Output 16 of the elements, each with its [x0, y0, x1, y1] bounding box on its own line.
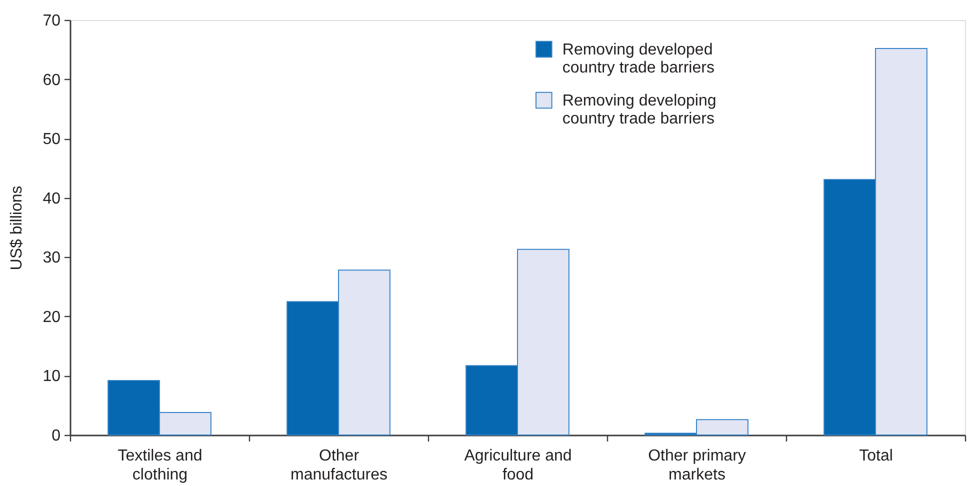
y-tick-label: 40 [42, 190, 61, 208]
y-tick-label: 70 [42, 12, 61, 30]
x-tick-label: Total [859, 448, 893, 464]
y-tick-label: 60 [42, 72, 61, 89]
y-tick-label: 50 [42, 131, 61, 148]
legend-label: Removing developing country trade barriers [562, 92, 716, 128]
y-tick-label: 0 [52, 428, 61, 444]
legend-label: Removing developed country trade barriers [562, 41, 714, 76]
x-tick-label: Other manufactures [290, 448, 388, 484]
x-tick-label: Other primary markets [648, 448, 746, 484]
x-tick-label: Textiles and clothing [118, 448, 202, 484]
x-tick-label: Agriculture and food [464, 448, 572, 484]
y-tick-label: 20 [42, 308, 61, 326]
y-axis-title: US$ billions [8, 186, 26, 270]
y-tick-label: 10 [42, 368, 61, 386]
y-tick-label: 30 [42, 250, 61, 267]
